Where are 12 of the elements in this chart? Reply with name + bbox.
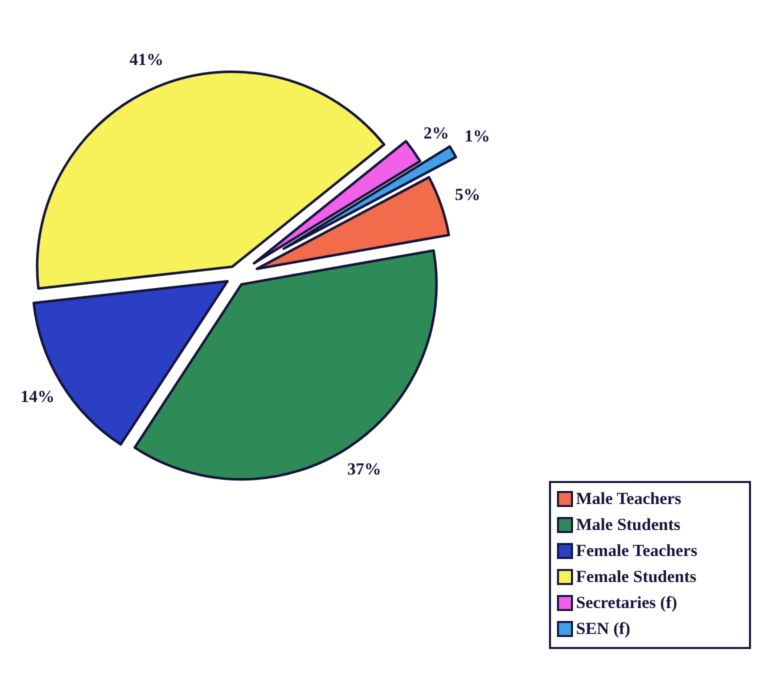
legend-label: SEN (f) [576, 618, 630, 638]
data-label: 5% [454, 185, 480, 204]
data-label: 2% [423, 124, 449, 143]
data-label: 14% [20, 386, 55, 406]
legend-label: Male Teachers [576, 488, 682, 508]
data-label: 37% [347, 459, 382, 478]
data-label: 41% [129, 50, 164, 69]
data-label: 1% [464, 126, 490, 146]
legend-label: Female Students [576, 566, 697, 586]
legend-label: Female Teachers [576, 540, 698, 560]
legend-label: Secretaries (f) [576, 592, 678, 612]
legend-label: Male Students [576, 514, 681, 534]
